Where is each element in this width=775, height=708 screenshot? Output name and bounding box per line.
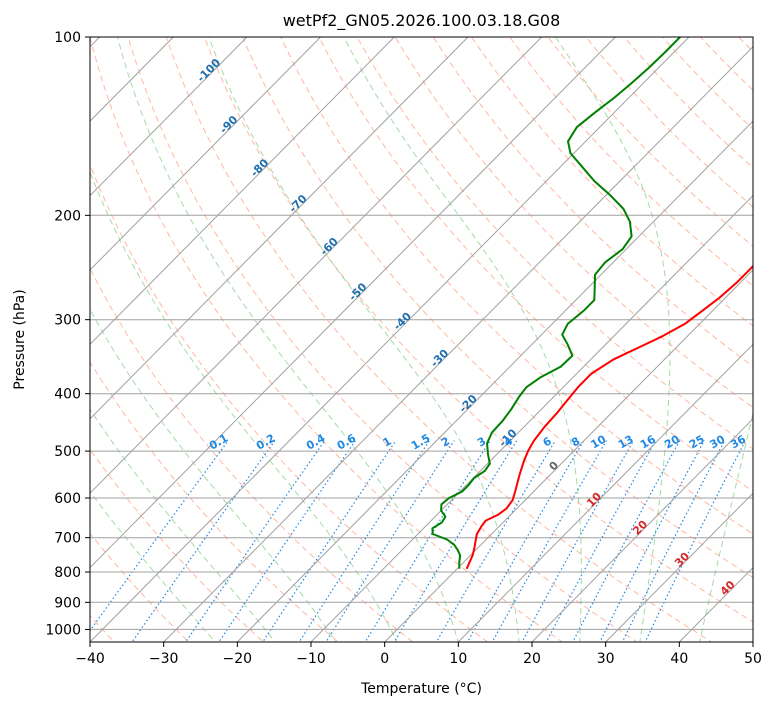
dry-adiabat bbox=[165, 37, 713, 642]
isotherm-line bbox=[90, 37, 690, 642]
y-tick-label: 400 bbox=[54, 387, 81, 403]
y-tick-label: 600 bbox=[54, 491, 81, 507]
mixing-ratio-line bbox=[545, 440, 657, 642]
x-tick-label: 0 bbox=[380, 651, 389, 667]
x-tick-label: −30 bbox=[149, 651, 179, 667]
dry-adiabat bbox=[90, 360, 340, 642]
temperature-line bbox=[465, 264, 753, 570]
x-tick-label: 10 bbox=[449, 651, 467, 667]
mixing-ratio-line bbox=[325, 440, 455, 642]
dry-adiabat bbox=[470, 37, 753, 327]
moist-adiabat bbox=[555, 37, 671, 642]
dry-adiabat bbox=[90, 267, 414, 642]
y-tick-label: 100 bbox=[54, 30, 81, 46]
x-tick-label: 40 bbox=[670, 651, 688, 667]
x-tick-label: 50 bbox=[744, 651, 762, 667]
isotherm-line bbox=[90, 37, 542, 494]
y-tick-label: 300 bbox=[54, 313, 81, 329]
y-axis-title: Pressure (hPa) bbox=[12, 289, 28, 389]
mixing-ratio-line bbox=[466, 440, 585, 642]
isotherm-line bbox=[90, 37, 321, 271]
dry-adiabat bbox=[127, 37, 638, 642]
moist-adiabat bbox=[343, 37, 582, 642]
chart-title: wetPf2_GN05.2026.100.03.18.G08 bbox=[283, 11, 561, 31]
mixing-ratio-line bbox=[521, 440, 635, 642]
mixing-ratio-line bbox=[572, 440, 681, 642]
isotherm-line bbox=[90, 37, 469, 420]
y-tick-label: 500 bbox=[54, 444, 81, 460]
x-tick-label: −20 bbox=[223, 651, 253, 667]
isotherm-line bbox=[605, 492, 753, 642]
mixing-ratio-line bbox=[599, 440, 705, 642]
isotherm-line bbox=[90, 37, 616, 569]
isotherm-line bbox=[90, 37, 395, 346]
x-tick-label: −10 bbox=[296, 651, 326, 667]
isotherm-line bbox=[236, 120, 753, 642]
mixing-ratio-labels: 0.1 0.2 0.4 0.6 1 1.5 2 3 4 6 8 10 13 16 20 25 30 36 bbox=[207, 431, 748, 452]
isotherm-line bbox=[310, 194, 753, 642]
y-tick-label: 900 bbox=[54, 595, 81, 611]
x-axis: −40 −30 −20 −10 0 10 20 30 40 50 bbox=[75, 642, 762, 667]
dry-adiabat bbox=[90, 37, 564, 642]
dry-adiabat bbox=[432, 37, 753, 368]
isotherm-line bbox=[163, 45, 753, 642]
x-axis-title: Temperature (°C) bbox=[360, 681, 482, 697]
dry-adiabat bbox=[90, 448, 265, 642]
dewpoint-line bbox=[431, 37, 681, 569]
mixing-ratio-line bbox=[131, 440, 276, 642]
series-lines bbox=[431, 37, 753, 570]
grid-lines bbox=[90, 37, 753, 642]
isotherm-line bbox=[457, 343, 753, 642]
mixing-ratio-line bbox=[491, 440, 607, 642]
dry-adiabat bbox=[90, 532, 190, 642]
y-tick-label: 700 bbox=[54, 531, 81, 547]
moist-adiabat bbox=[90, 308, 337, 642]
y-axis: 100 200 300 400 500 600 700 800 900 1000 bbox=[45, 30, 90, 638]
plot-frame bbox=[89, 36, 754, 643]
y-tick-label: 800 bbox=[54, 565, 81, 581]
y-tick-label: 200 bbox=[54, 208, 81, 224]
dry-adiabat bbox=[509, 37, 753, 287]
dry-adiabat bbox=[90, 163, 489, 642]
isotherm-line bbox=[90, 37, 248, 197]
mixing-ratio-line bbox=[90, 440, 229, 632]
dry-adiabat bbox=[203, 37, 753, 623]
mixing-ratio-line bbox=[298, 440, 431, 642]
x-tick-label: −40 bbox=[75, 651, 105, 667]
x-tick-label: 20 bbox=[523, 651, 541, 667]
x-tick-label: 30 bbox=[597, 651, 615, 667]
mixing-ratio-line bbox=[435, 440, 556, 642]
isotherm-line bbox=[384, 269, 753, 642]
mixing-ratio-line bbox=[644, 440, 746, 642]
y-tick-label: 1000 bbox=[45, 622, 81, 638]
isotherm-line bbox=[531, 418, 753, 642]
mixing-ratio-line bbox=[218, 440, 356, 642]
dry-adiabat bbox=[242, 37, 753, 579]
mixing-ratio-line bbox=[621, 440, 726, 642]
